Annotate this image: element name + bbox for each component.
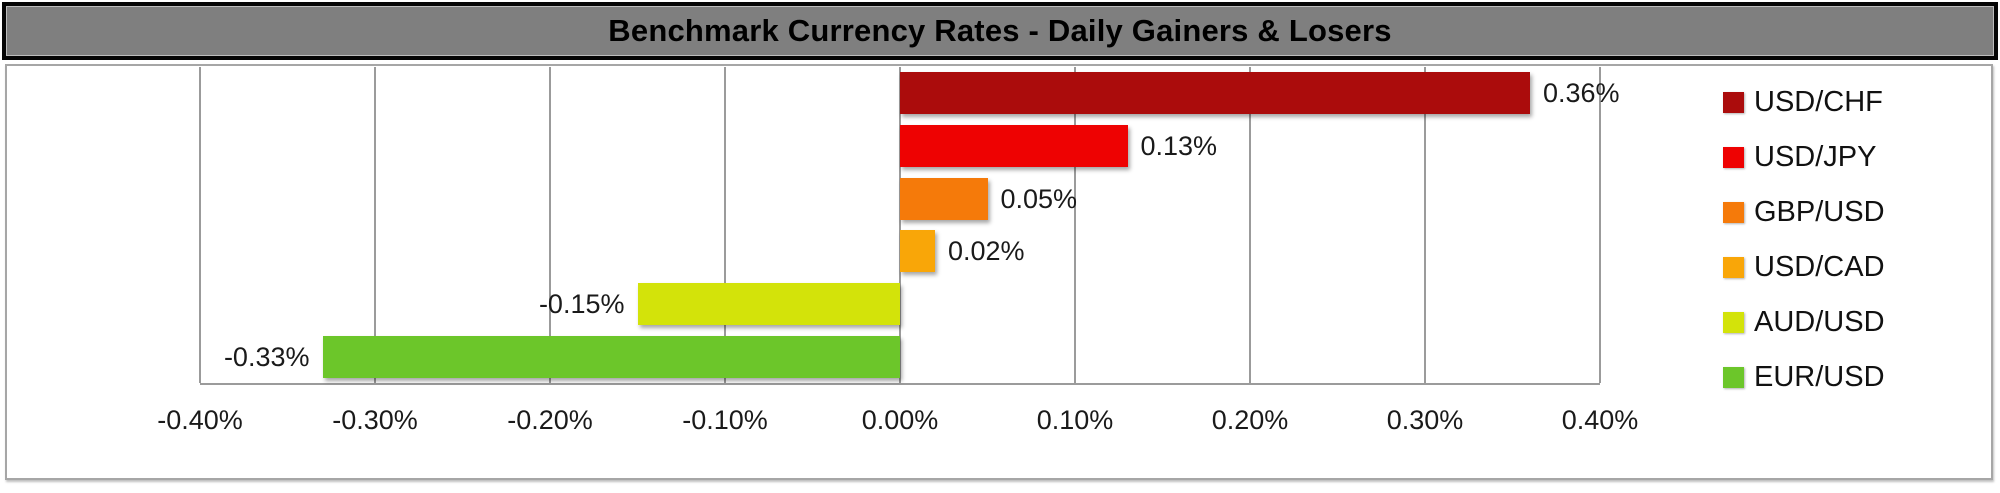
legend-item-usd-chf: USD/CHF <box>1723 85 1883 118</box>
x-tick-label: 0.00% <box>861 405 939 435</box>
legend-item-aud-usd: AUD/USD <box>1723 305 1885 338</box>
x-tick-label: 0.10% <box>1036 405 1114 435</box>
legend-swatch-icon <box>1723 146 1744 168</box>
zero-gridline <box>899 67 901 383</box>
gridline <box>374 67 376 383</box>
legend-swatch-icon <box>1723 201 1744 223</box>
legend-label: USD/JPY <box>1754 140 1877 173</box>
legend-swatch-icon <box>1723 311 1744 333</box>
legend-label: GBP/USD <box>1754 195 1885 228</box>
bar-usd-jpy <box>900 125 1128 167</box>
chart-title: Benchmark Currency Rates - Daily Gainers… <box>608 13 1392 48</box>
x-tick-label: 0.20% <box>1211 405 1289 435</box>
data-label-aud-usd: -0.15% <box>538 289 625 319</box>
legend-swatch-icon <box>1723 366 1744 388</box>
legend-label: USD/CHF <box>1754 85 1883 118</box>
data-label-usd-cad: 0.02% <box>948 236 1025 267</box>
data-label-usd-jpy: 0.13% <box>1140 131 1218 161</box>
legend-label: AUD/USD <box>1754 305 1885 338</box>
bar-eur-usd <box>322 335 900 378</box>
bar-usd-chf <box>900 72 1530 115</box>
bar-aud-usd <box>637 283 900 325</box>
legend-item-usd-jpy: USD/JPY <box>1723 140 1877 173</box>
gridline <box>724 67 726 383</box>
x-tick-label: -0.30% <box>332 405 418 435</box>
data-label-gbp-usd: 0.05% <box>1000 183 1078 214</box>
data-label-eur-usd: -0.33% <box>223 341 310 372</box>
bar-gbp-usd <box>900 177 988 220</box>
gridline <box>1249 67 1251 383</box>
x-tick-label: 0.30% <box>1386 405 1464 435</box>
gridline <box>1599 67 1601 383</box>
legend-label: EUR/USD <box>1754 360 1885 393</box>
legend-swatch-icon <box>1723 256 1744 278</box>
x-tick-label: 0.40% <box>1561 405 1639 435</box>
x-tick-label: -0.20% <box>507 405 593 435</box>
legend-label: USD/CAD <box>1754 250 1885 283</box>
bar-usd-cad <box>900 230 935 273</box>
gridline <box>199 67 201 383</box>
chart-title-bar: Benchmark Currency Rates - Daily Gainers… <box>2 2 1998 60</box>
legend-item-gbp-usd: GBP/USD <box>1723 195 1885 228</box>
x-axis-line <box>200 383 1600 385</box>
legend-swatch-icon <box>1723 91 1744 113</box>
x-tick-label: -0.40% <box>157 405 243 435</box>
legend-item-usd-cad: USD/CAD <box>1723 250 1885 283</box>
data-label-usd-chf: 0.36% <box>1543 78 1620 109</box>
gridline <box>549 67 551 383</box>
gridline <box>1424 67 1426 383</box>
legend-item-eur-usd: EUR/USD <box>1723 360 1885 393</box>
gridline <box>1074 67 1076 383</box>
x-tick-label: -0.10% <box>682 405 768 435</box>
